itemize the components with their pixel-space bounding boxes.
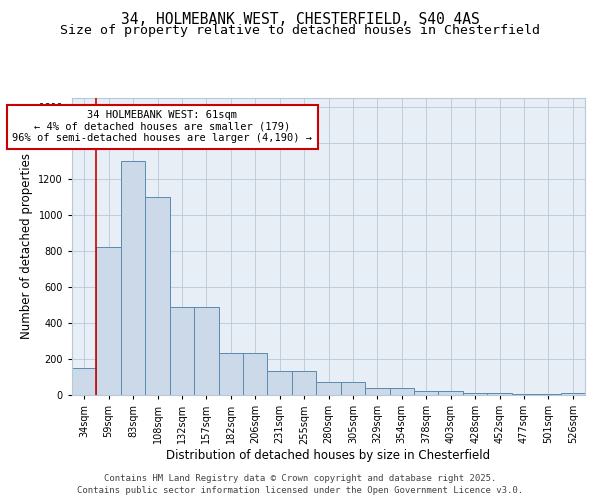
Bar <box>536 394 560 395</box>
Bar <box>316 382 341 395</box>
Bar <box>365 388 389 395</box>
Bar <box>463 393 487 395</box>
Text: Size of property relative to detached houses in Chesterfield: Size of property relative to detached ho… <box>60 24 540 37</box>
Bar <box>341 382 365 395</box>
X-axis label: Distribution of detached houses by size in Chesterfield: Distribution of detached houses by size … <box>166 449 491 462</box>
Bar <box>268 370 292 395</box>
Bar <box>97 247 121 395</box>
Y-axis label: Number of detached properties: Number of detached properties <box>20 153 33 340</box>
Bar <box>414 392 439 395</box>
Text: Contains HM Land Registry data © Crown copyright and database right 2025.
Contai: Contains HM Land Registry data © Crown c… <box>77 474 523 495</box>
Bar <box>243 352 268 395</box>
Bar <box>145 196 170 395</box>
Bar <box>389 388 414 395</box>
Bar <box>560 393 585 395</box>
Bar <box>218 352 243 395</box>
Bar <box>512 394 536 395</box>
Text: 34, HOLMEBANK WEST, CHESTERFIELD, S40 4AS: 34, HOLMEBANK WEST, CHESTERFIELD, S40 4A… <box>121 12 479 28</box>
Text: 34 HOLMEBANK WEST: 61sqm
← 4% of detached houses are smaller (179)
96% of semi-d: 34 HOLMEBANK WEST: 61sqm ← 4% of detache… <box>13 110 313 144</box>
Bar <box>194 306 218 395</box>
Bar <box>72 368 97 395</box>
Bar <box>439 392 463 395</box>
Bar <box>292 370 316 395</box>
Bar <box>170 306 194 395</box>
Bar <box>487 393 512 395</box>
Bar <box>121 160 145 395</box>
